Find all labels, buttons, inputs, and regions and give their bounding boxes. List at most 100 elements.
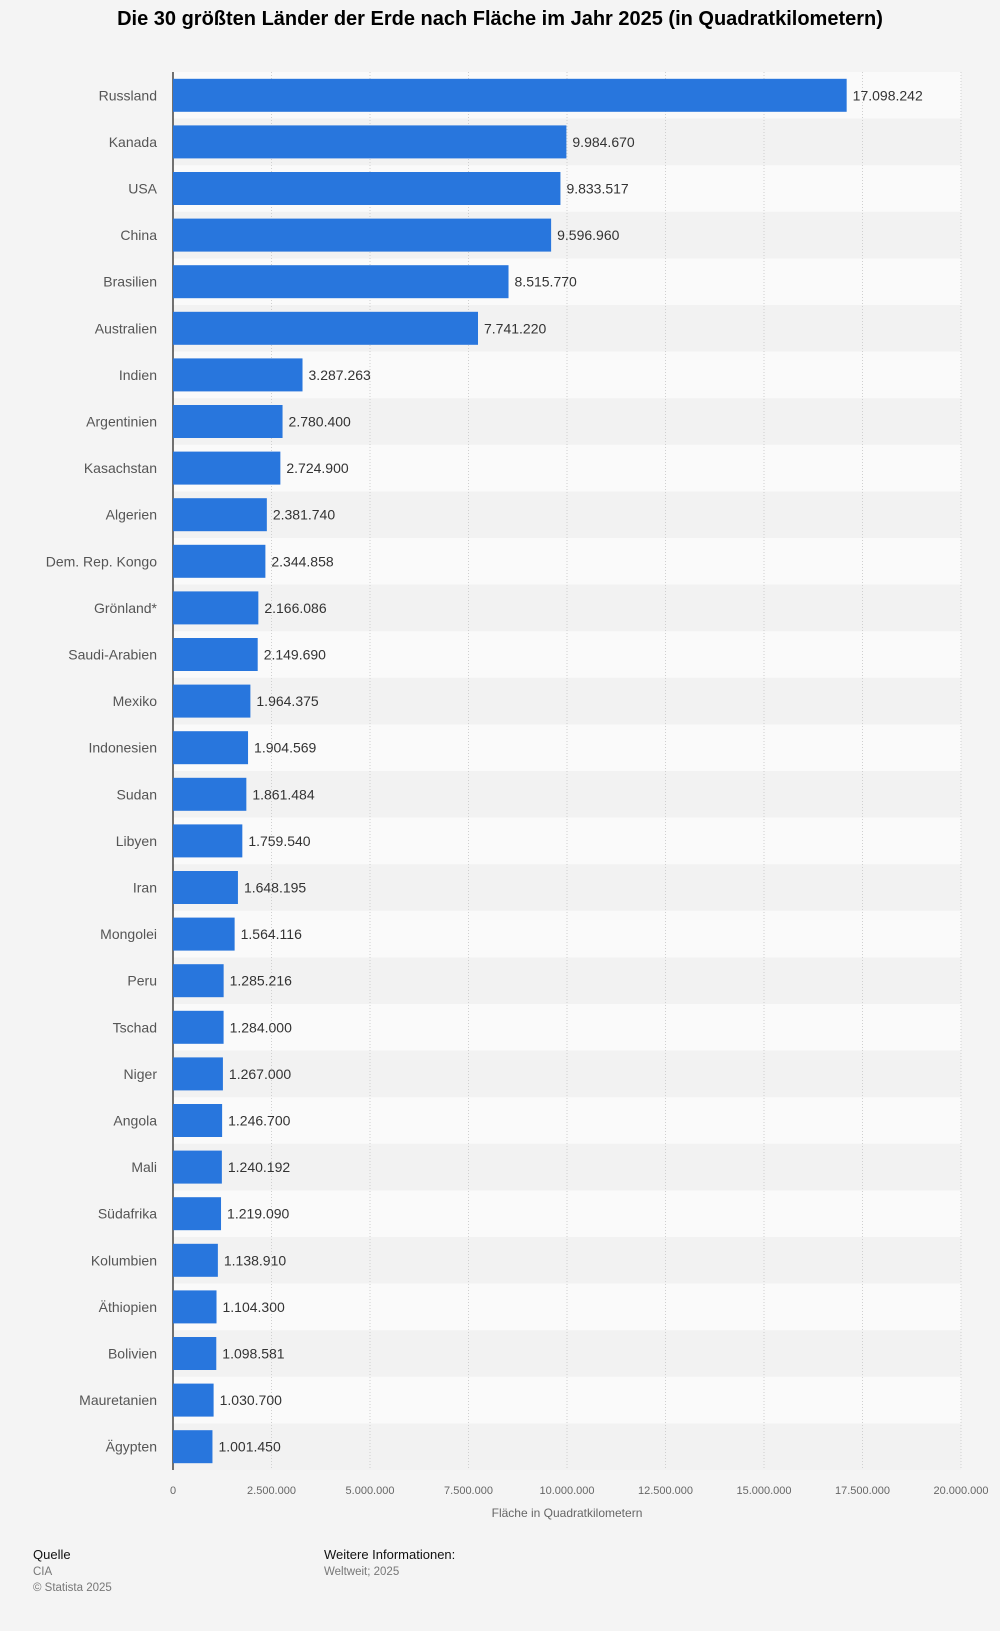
- bar[interactable]: [173, 684, 251, 718]
- bar[interactable]: [173, 1383, 214, 1417]
- category-label: Mali: [131, 1159, 157, 1175]
- category-label: Mauretanien: [79, 1392, 157, 1408]
- row-band: [173, 491, 961, 538]
- category-label: China: [120, 227, 157, 243]
- value-label: 2.381.740: [273, 507, 335, 523]
- value-label: 1.104.300: [223, 1299, 285, 1315]
- category-label: Tschad: [113, 1019, 157, 1035]
- category-label: Sudan: [117, 786, 157, 802]
- bar[interactable]: [173, 125, 567, 159]
- source-text: CIA: [33, 1566, 53, 1578]
- bar[interactable]: [173, 544, 266, 578]
- bar[interactable]: [173, 1430, 213, 1464]
- row-band: [173, 677, 961, 725]
- value-label: 2.724.900: [286, 460, 348, 476]
- bar[interactable]: [173, 78, 847, 112]
- value-label: 1.285.216: [230, 973, 292, 989]
- value-label: 1.964.375: [256, 693, 318, 709]
- bar[interactable]: [173, 405, 283, 438]
- bar[interactable]: [173, 964, 224, 998]
- bar[interactable]: [173, 1337, 217, 1370]
- x-tick-label: 12.500.000: [638, 1485, 693, 1497]
- row-band: [173, 584, 961, 632]
- category-label: Peru: [127, 973, 157, 989]
- bar[interactable]: [173, 731, 249, 765]
- value-label: 7.741.220: [484, 320, 546, 336]
- bar[interactable]: [173, 1010, 224, 1044]
- bar[interactable]: [173, 871, 238, 904]
- bar[interactable]: [173, 172, 561, 205]
- value-label: 2.344.858: [271, 553, 333, 569]
- category-label: Libyen: [116, 833, 157, 849]
- value-label: 9.833.517: [566, 181, 628, 197]
- bar[interactable]: [173, 498, 267, 532]
- value-label: 1.240.192: [228, 1159, 290, 1175]
- value-label: 3.287.263: [309, 367, 371, 383]
- category-label: Iran: [133, 880, 157, 896]
- bar[interactable]: [173, 1243, 218, 1277]
- bar[interactable]: [173, 1290, 217, 1324]
- value-label: 1.030.700: [220, 1392, 282, 1408]
- info-block: Weitere Informationen: Weltweit; 2025: [324, 1547, 455, 1580]
- x-tick-label: 7.500.000: [444, 1485, 493, 1497]
- bar[interactable]: [173, 311, 479, 345]
- x-tick-label: 0: [170, 1485, 176, 1497]
- value-label: 1.138.910: [224, 1252, 286, 1268]
- x-tick-label: 5.000.000: [346, 1485, 395, 1497]
- category-label: Ägypten: [106, 1439, 157, 1455]
- copyright-text: © Statista 2025: [33, 1582, 112, 1594]
- bar[interactable]: [173, 1197, 222, 1231]
- category-label: Kasachstan: [84, 460, 157, 476]
- bar[interactable]: [173, 265, 509, 299]
- value-label: 1.904.569: [254, 740, 316, 756]
- source-block: Quelle CIA © Statista 2025: [33, 1547, 112, 1596]
- row-band: [173, 771, 961, 818]
- category-label: Argentinien: [86, 414, 157, 430]
- bar[interactable]: [173, 917, 235, 951]
- category-label: Mongolei: [100, 926, 157, 942]
- value-label: 9.596.960: [557, 227, 619, 243]
- bar[interactable]: [173, 1057, 223, 1091]
- info-text: Weltweit; 2025: [324, 1566, 400, 1578]
- value-label: 17.098.242: [853, 87, 923, 103]
- bar[interactable]: [173, 638, 258, 671]
- bar[interactable]: [173, 1150, 222, 1184]
- category-label: Indien: [119, 367, 157, 383]
- value-label: 1.861.484: [252, 786, 314, 802]
- category-label: Südafrika: [98, 1206, 157, 1222]
- value-label: 1.098.581: [222, 1346, 284, 1362]
- category-label: Äthiopien: [99, 1299, 157, 1315]
- x-axis-title: Fläche in Quadratkilometern: [492, 1506, 643, 1520]
- bar[interactable]: [173, 777, 247, 811]
- x-tick-label: 20.000.000: [933, 1485, 988, 1497]
- category-label: Brasilien: [103, 274, 157, 290]
- value-label: 1.267.000: [229, 1066, 291, 1082]
- x-tick-label: 10.000.000: [539, 1485, 594, 1497]
- value-label: 1.001.450: [218, 1439, 280, 1455]
- bar[interactable]: [173, 591, 259, 625]
- value-label: 1.759.540: [248, 833, 310, 849]
- bar[interactable]: [173, 1104, 223, 1137]
- value-label: 2.166.086: [264, 600, 326, 616]
- chart-title: Die 30 größten Länder der Erde nach Fläc…: [117, 8, 883, 30]
- bar[interactable]: [173, 824, 243, 858]
- value-label: 1.648.195: [244, 880, 306, 896]
- bar[interactable]: [173, 451, 281, 485]
- x-tick-label: 2.500.000: [247, 1485, 296, 1497]
- bar[interactable]: [173, 358, 303, 392]
- value-label: 9.984.670: [572, 134, 634, 150]
- bar[interactable]: [173, 218, 552, 252]
- category-label: Russland: [99, 87, 157, 103]
- category-label: Australien: [95, 320, 157, 336]
- value-label: 2.780.400: [289, 414, 351, 430]
- category-label: Grönland*: [94, 600, 158, 616]
- value-label: 1.219.090: [227, 1206, 289, 1222]
- category-label: Dem. Rep. Kongo: [46, 553, 157, 569]
- bar-chart: Russland Kanada USA China Brasilien Australie…: [46, 72, 989, 1520]
- category-label: Mexiko: [113, 693, 158, 709]
- category-label: Kolumbien: [91, 1252, 157, 1268]
- category-label: Angola: [113, 1113, 157, 1129]
- value-label: 1.564.116: [241, 926, 302, 942]
- category-label: Saudi-Arabien: [68, 647, 157, 663]
- category-label: Indonesien: [88, 740, 157, 756]
